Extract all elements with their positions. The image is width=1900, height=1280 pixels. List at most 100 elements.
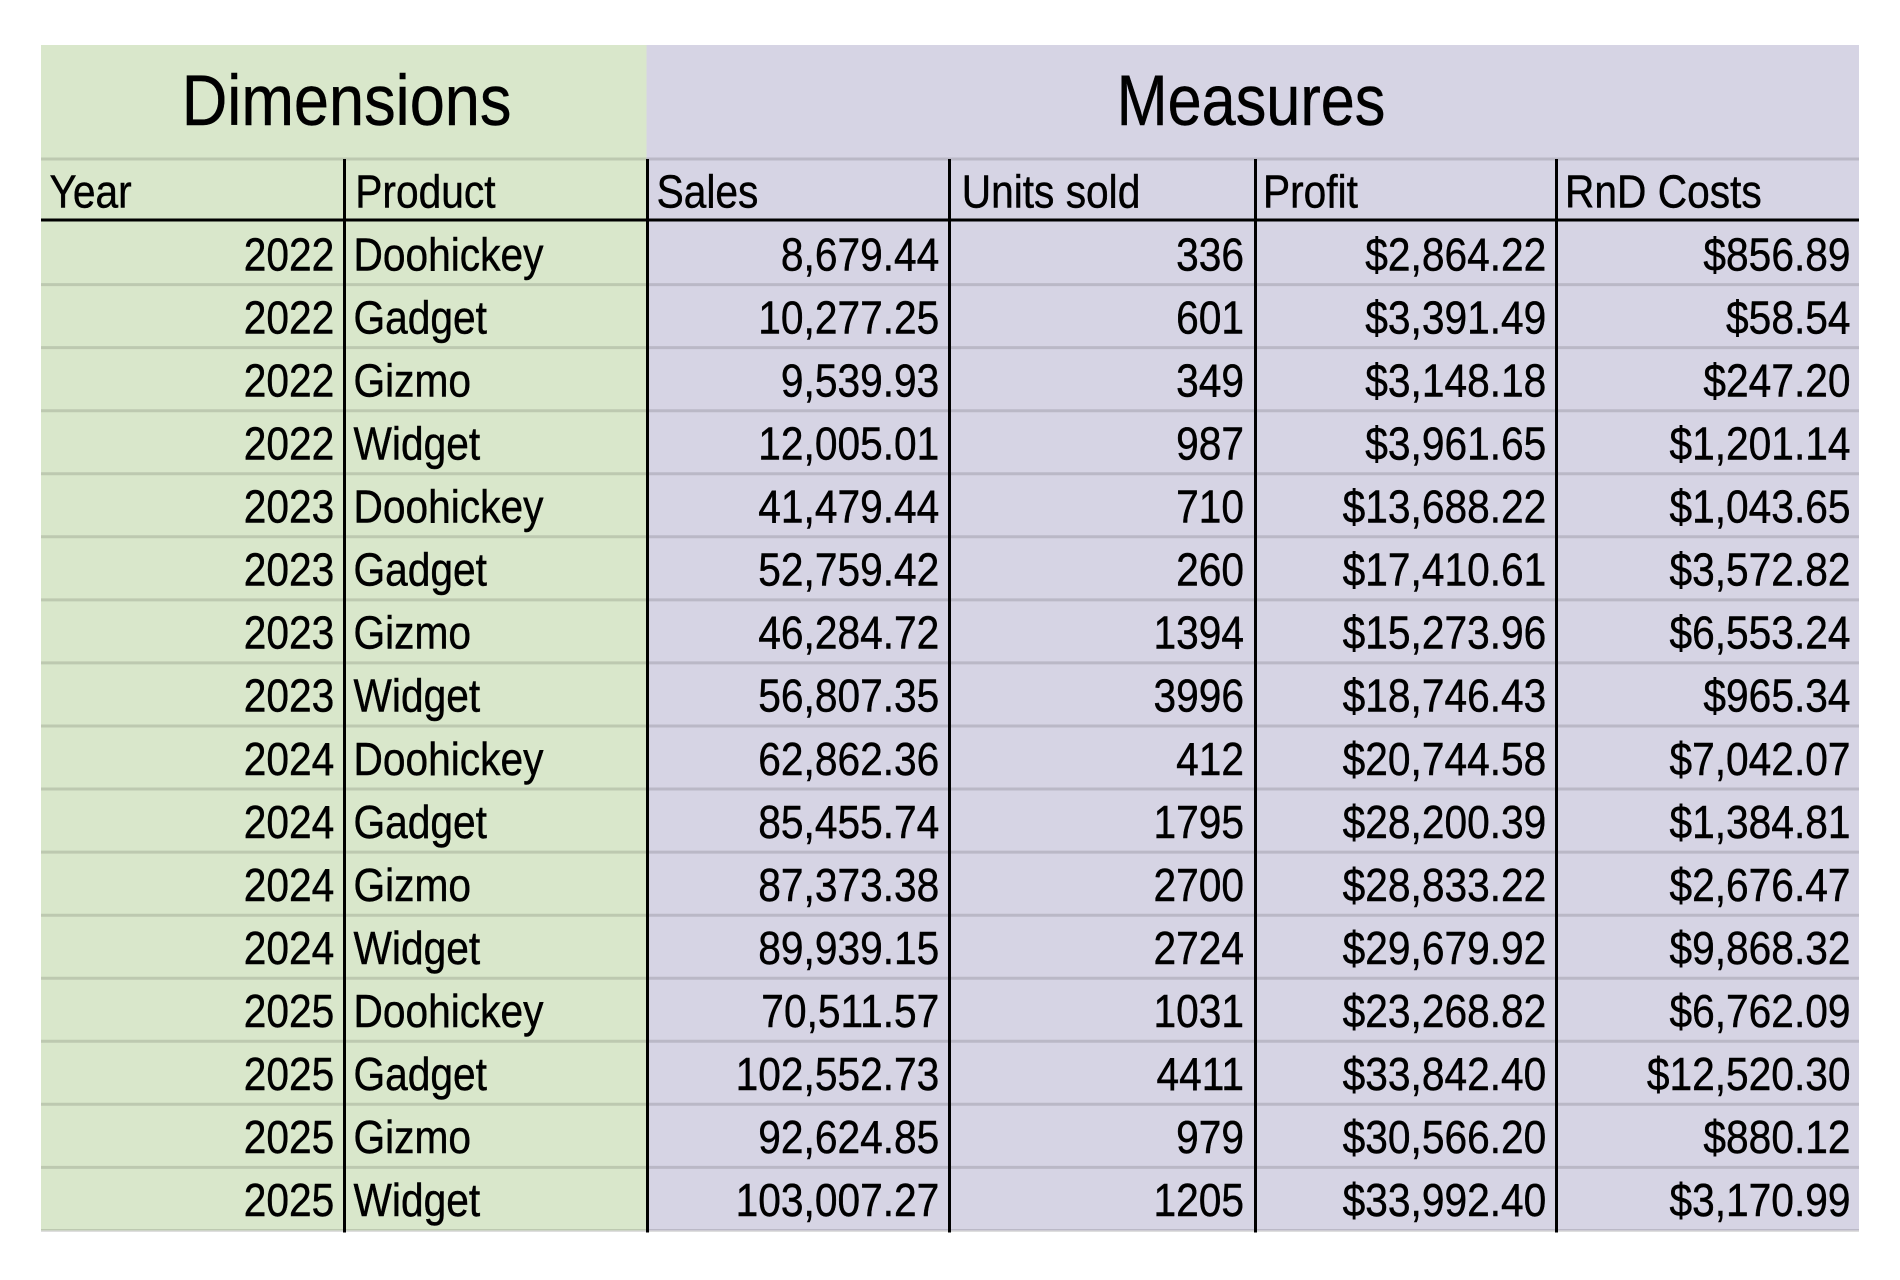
svg-text:103,007.27: 103,007.27 bbox=[736, 1175, 940, 1227]
svg-text:2024: 2024 bbox=[244, 733, 335, 785]
svg-text:12,005.01: 12,005.01 bbox=[758, 418, 939, 470]
svg-text:Gadget: Gadget bbox=[354, 1049, 487, 1101]
svg-text:260: 260 bbox=[1176, 544, 1244, 596]
svg-text:4411: 4411 bbox=[1157, 1049, 1244, 1101]
svg-text:$1,043.65: $1,043.65 bbox=[1669, 481, 1850, 533]
svg-text:Widget: Widget bbox=[354, 1175, 481, 1227]
svg-text:1205: 1205 bbox=[1153, 1175, 1244, 1227]
svg-text:Gadget: Gadget bbox=[354, 292, 487, 344]
svg-text:349: 349 bbox=[1176, 355, 1244, 407]
svg-text:$20,744.58: $20,744.58 bbox=[1343, 733, 1547, 785]
svg-text:9,539.93: 9,539.93 bbox=[781, 355, 939, 407]
svg-text:1394: 1394 bbox=[1153, 607, 1244, 659]
svg-text:$33,992.40: $33,992.40 bbox=[1343, 1175, 1547, 1227]
svg-text:$18,746.43: $18,746.43 bbox=[1343, 670, 1547, 722]
svg-text:56,807.35: 56,807.35 bbox=[758, 670, 939, 722]
svg-text:710: 710 bbox=[1176, 481, 1244, 533]
svg-text:2025: 2025 bbox=[244, 1049, 335, 1101]
svg-text:2700: 2700 bbox=[1153, 859, 1244, 911]
svg-text:$6,762.09: $6,762.09 bbox=[1669, 985, 1850, 1037]
svg-text:2023: 2023 bbox=[244, 670, 335, 722]
svg-text:412: 412 bbox=[1176, 733, 1244, 785]
svg-text:$12,520.30: $12,520.30 bbox=[1647, 1049, 1851, 1101]
svg-text:1795: 1795 bbox=[1153, 796, 1244, 848]
svg-text:8,679.44: 8,679.44 bbox=[781, 229, 939, 281]
svg-text:$58.54: $58.54 bbox=[1726, 292, 1850, 344]
svg-text:$3,148.18: $3,148.18 bbox=[1365, 355, 1546, 407]
svg-text:Widget: Widget bbox=[354, 922, 481, 974]
svg-text:Product: Product bbox=[355, 166, 495, 218]
svg-text:Units sold: Units sold bbox=[962, 166, 1141, 218]
svg-text:Gizmo: Gizmo bbox=[354, 859, 472, 911]
svg-text:2025: 2025 bbox=[244, 985, 335, 1037]
svg-text:Doohickey: Doohickey bbox=[354, 985, 544, 1037]
svg-text:Dimensions: Dimensions bbox=[182, 61, 512, 141]
svg-text:$29,679.92: $29,679.92 bbox=[1343, 922, 1547, 974]
svg-text:102,552.73: 102,552.73 bbox=[736, 1049, 940, 1101]
svg-text:$3,961.65: $3,961.65 bbox=[1365, 418, 1546, 470]
svg-text:2023: 2023 bbox=[244, 481, 335, 533]
svg-text:$28,200.39: $28,200.39 bbox=[1343, 796, 1547, 848]
svg-text:336: 336 bbox=[1176, 229, 1244, 281]
svg-text:2022: 2022 bbox=[244, 229, 335, 281]
svg-text:$28,833.22: $28,833.22 bbox=[1343, 859, 1547, 911]
svg-text:$1,384.81: $1,384.81 bbox=[1669, 796, 1850, 848]
svg-text:$856.89: $856.89 bbox=[1703, 229, 1850, 281]
svg-text:601: 601 bbox=[1176, 292, 1244, 344]
svg-text:52,759.42: 52,759.42 bbox=[758, 544, 939, 596]
svg-text:979: 979 bbox=[1176, 1112, 1244, 1164]
svg-text:Doohickey: Doohickey bbox=[354, 733, 544, 785]
svg-text:$30,566.20: $30,566.20 bbox=[1343, 1112, 1547, 1164]
svg-text:1031: 1031 bbox=[1153, 985, 1244, 1037]
svg-text:Widget: Widget bbox=[354, 670, 481, 722]
svg-text:2025: 2025 bbox=[244, 1112, 335, 1164]
svg-text:2023: 2023 bbox=[244, 607, 335, 659]
svg-text:$17,410.61: $17,410.61 bbox=[1343, 544, 1547, 596]
svg-text:Widget: Widget bbox=[354, 418, 481, 470]
svg-text:Sales: Sales bbox=[657, 166, 759, 218]
svg-text:87,373.38: 87,373.38 bbox=[758, 859, 939, 911]
svg-text:3996: 3996 bbox=[1153, 670, 1244, 722]
svg-text:$1,201.14: $1,201.14 bbox=[1669, 418, 1850, 470]
svg-text:2023: 2023 bbox=[244, 544, 335, 596]
svg-text:41,479.44: 41,479.44 bbox=[758, 481, 939, 533]
svg-text:$9,868.32: $9,868.32 bbox=[1669, 922, 1850, 974]
svg-text:$3,572.82: $3,572.82 bbox=[1669, 544, 1850, 596]
svg-text:Measures: Measures bbox=[1117, 61, 1386, 141]
svg-text:$3,391.49: $3,391.49 bbox=[1365, 292, 1546, 344]
svg-text:$965.34: $965.34 bbox=[1703, 670, 1850, 722]
svg-text:10,277.25: 10,277.25 bbox=[758, 292, 939, 344]
svg-text:2022: 2022 bbox=[244, 418, 335, 470]
svg-text:$3,170.99: $3,170.99 bbox=[1669, 1175, 1850, 1227]
svg-text:$880.12: $880.12 bbox=[1703, 1112, 1850, 1164]
svg-text:Year: Year bbox=[50, 166, 132, 218]
svg-text:$13,688.22: $13,688.22 bbox=[1343, 481, 1547, 533]
svg-text:$7,042.07: $7,042.07 bbox=[1669, 733, 1850, 785]
svg-text:Gadget: Gadget bbox=[354, 544, 487, 596]
svg-text:2022: 2022 bbox=[244, 355, 335, 407]
svg-text:46,284.72: 46,284.72 bbox=[758, 607, 939, 659]
svg-text:85,455.74: 85,455.74 bbox=[758, 796, 939, 848]
svg-text:62,862.36: 62,862.36 bbox=[758, 733, 939, 785]
svg-text:2024: 2024 bbox=[244, 796, 335, 848]
svg-text:Gizmo: Gizmo bbox=[354, 1112, 472, 1164]
svg-text:2724: 2724 bbox=[1153, 922, 1244, 974]
svg-text:2024: 2024 bbox=[244, 922, 335, 974]
svg-text:70,511.57: 70,511.57 bbox=[761, 985, 939, 1037]
svg-text:2025: 2025 bbox=[244, 1175, 335, 1227]
svg-text:$23,268.82: $23,268.82 bbox=[1343, 985, 1547, 1037]
svg-text:Gizmo: Gizmo bbox=[354, 355, 472, 407]
svg-text:$2,676.47: $2,676.47 bbox=[1669, 859, 1850, 911]
svg-text:92,624.85: 92,624.85 bbox=[758, 1112, 939, 1164]
svg-text:$247.20: $247.20 bbox=[1703, 355, 1850, 407]
svg-text:2024: 2024 bbox=[244, 859, 335, 911]
svg-text:2022: 2022 bbox=[244, 292, 335, 344]
svg-text:89,939.15: 89,939.15 bbox=[758, 922, 939, 974]
svg-text:Gadget: Gadget bbox=[354, 796, 487, 848]
svg-text:987: 987 bbox=[1176, 418, 1244, 470]
svg-text:Doohickey: Doohickey bbox=[354, 481, 544, 533]
svg-text:Gizmo: Gizmo bbox=[354, 607, 472, 659]
svg-text:$33,842.40: $33,842.40 bbox=[1343, 1049, 1547, 1101]
svg-text:$6,553.24: $6,553.24 bbox=[1669, 607, 1850, 659]
svg-text:$2,864.22: $2,864.22 bbox=[1365, 229, 1546, 281]
